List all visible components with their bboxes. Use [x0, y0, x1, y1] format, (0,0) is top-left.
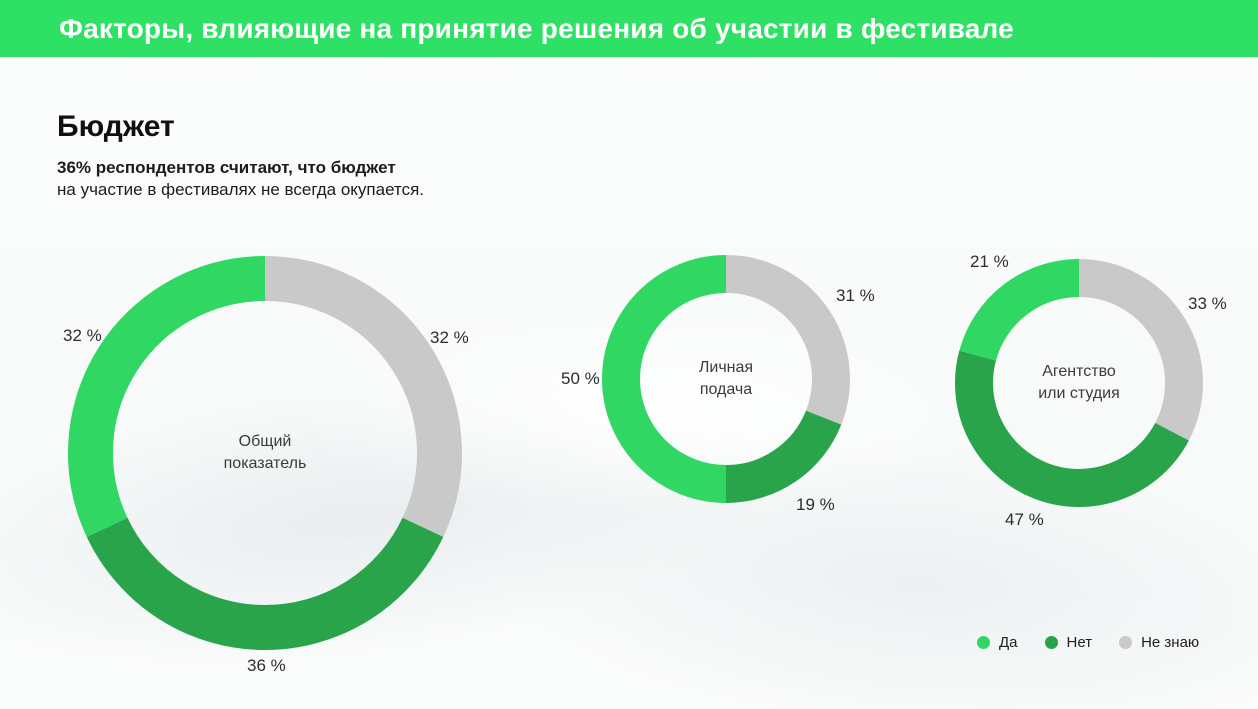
legend-item-net: Нет [1044, 634, 1093, 651]
subtitle-line-regular: на участие в фестивалях не всегда окупае… [57, 179, 425, 199]
donut-center-label: Личная подача [626, 357, 826, 400]
center-label-line: или студия [1038, 384, 1120, 402]
legend-item-da: Да [977, 634, 1018, 651]
value-label-net: 47 % [1005, 510, 1044, 529]
legend-label-da: Да [999, 634, 1018, 651]
legend-dot-ne-znayu-icon [1119, 636, 1133, 649]
page-title: Факторы, влияющие на принятие решения об… [59, 12, 1014, 44]
value-label-ne-znayu: 31 % [836, 286, 875, 305]
center-label-line: Агентство [1042, 363, 1116, 380]
legend-item-ne-znayu: Не знаю [1119, 634, 1199, 651]
center-label-line: подача [699, 380, 753, 398]
donut-chart-personal [602, 255, 850, 503]
value-label-da: 32 % [63, 326, 102, 345]
legend-dot-da-icon [977, 636, 990, 649]
donut-center-label: Агентство или студия [979, 361, 1179, 404]
value-label-net: 36 % [247, 656, 286, 675]
section-budget: Бюджет 36% респондентов считают, что бюд… [57, 110, 424, 201]
legend-label-ne-znayu: Не знаю [1141, 634, 1200, 651]
legend-label-net: Нет [1066, 634, 1093, 651]
section-subtitle: 36% респондентов считают, что бюджет на … [57, 157, 424, 201]
legend-dot-net-icon [1044, 636, 1058, 649]
center-label-line: показатель [223, 454, 307, 472]
legend: Да Нет Не знаю [977, 634, 1199, 651]
section-heading: Бюджет [57, 110, 175, 143]
center-label-line: Общий [238, 433, 292, 450]
donut-chart-overall [68, 256, 462, 650]
donut-chart-agency [955, 259, 1203, 507]
header: Факторы, влияющие на принятие решения об… [0, 0, 1258, 57]
value-label-ne-znayu: 32 % [430, 328, 469, 347]
center-label-line: Личная [698, 359, 754, 376]
value-label-da: 50 % [561, 369, 600, 388]
value-label-net: 19 % [796, 495, 835, 514]
donut-center-label: Общий показатель [165, 431, 365, 474]
value-label-ne-znayu: 33 % [1188, 294, 1227, 313]
value-label-da: 21 % [970, 252, 1009, 271]
subtitle-line-bold: 36% респондентов считают, что бюджет [57, 158, 396, 177]
